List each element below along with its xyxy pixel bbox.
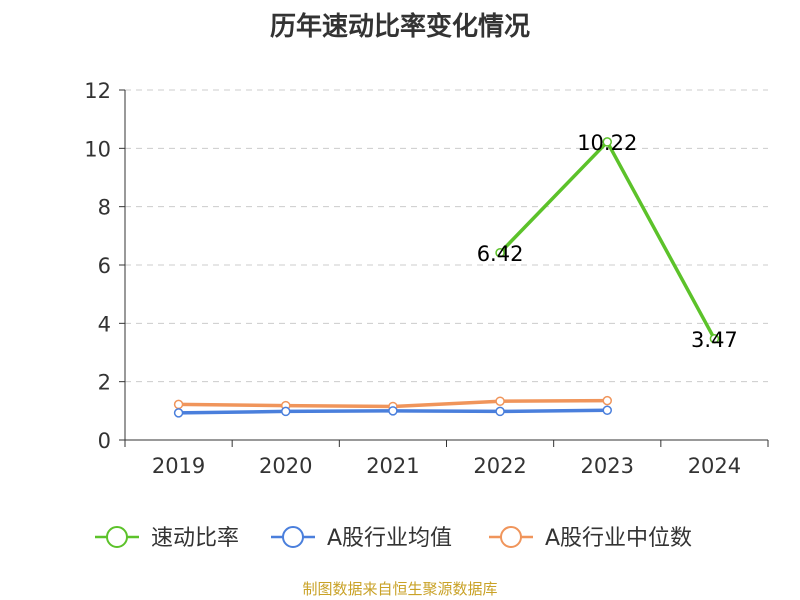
legend-marker (500, 526, 522, 548)
data-point (388, 406, 398, 416)
data-point (495, 248, 505, 258)
series-line (498, 140, 716, 340)
data-point (602, 405, 612, 415)
y-tick-label: 10 (84, 137, 111, 161)
x-tick-label: 2020 (259, 454, 312, 478)
y-tick-label: 12 (84, 79, 111, 103)
data-label: 6.42 (477, 242, 524, 266)
data-label: 10.22 (577, 131, 637, 155)
y-tick-label: 2 (98, 371, 111, 395)
y-tick-label: 0 (98, 429, 111, 453)
legend-label: A股行业中位数 (545, 526, 692, 551)
data-point (495, 406, 505, 417)
x-tick-label: 2021 (366, 454, 419, 478)
legend-marker (282, 526, 304, 548)
data-point (173, 399, 184, 410)
y-tick-label: 6 (98, 254, 111, 278)
data-point (495, 396, 505, 406)
y-tick-label: 4 (98, 312, 111, 336)
legend-marker (106, 526, 128, 548)
x-tick-label: 2022 (473, 454, 526, 478)
data-point (602, 137, 612, 147)
x-tick-label: 2019 (152, 454, 205, 478)
data-point (173, 408, 184, 418)
chart-title: 历年速动比率变化情况 (269, 12, 530, 42)
data-label: 3.47 (691, 328, 738, 352)
y-tick-label: 8 (98, 196, 111, 220)
x-tick-label: 2023 (581, 454, 634, 478)
legend-label: 速动比率 (151, 526, 239, 551)
source-note: 制图数据来自恒生聚源数据库 (302, 580, 498, 598)
data-point (602, 395, 612, 406)
data-point (709, 334, 720, 344)
x-tick-label: 2024 (688, 454, 741, 478)
data-point (281, 406, 291, 417)
legend-label: A股行业均值 (327, 526, 452, 551)
